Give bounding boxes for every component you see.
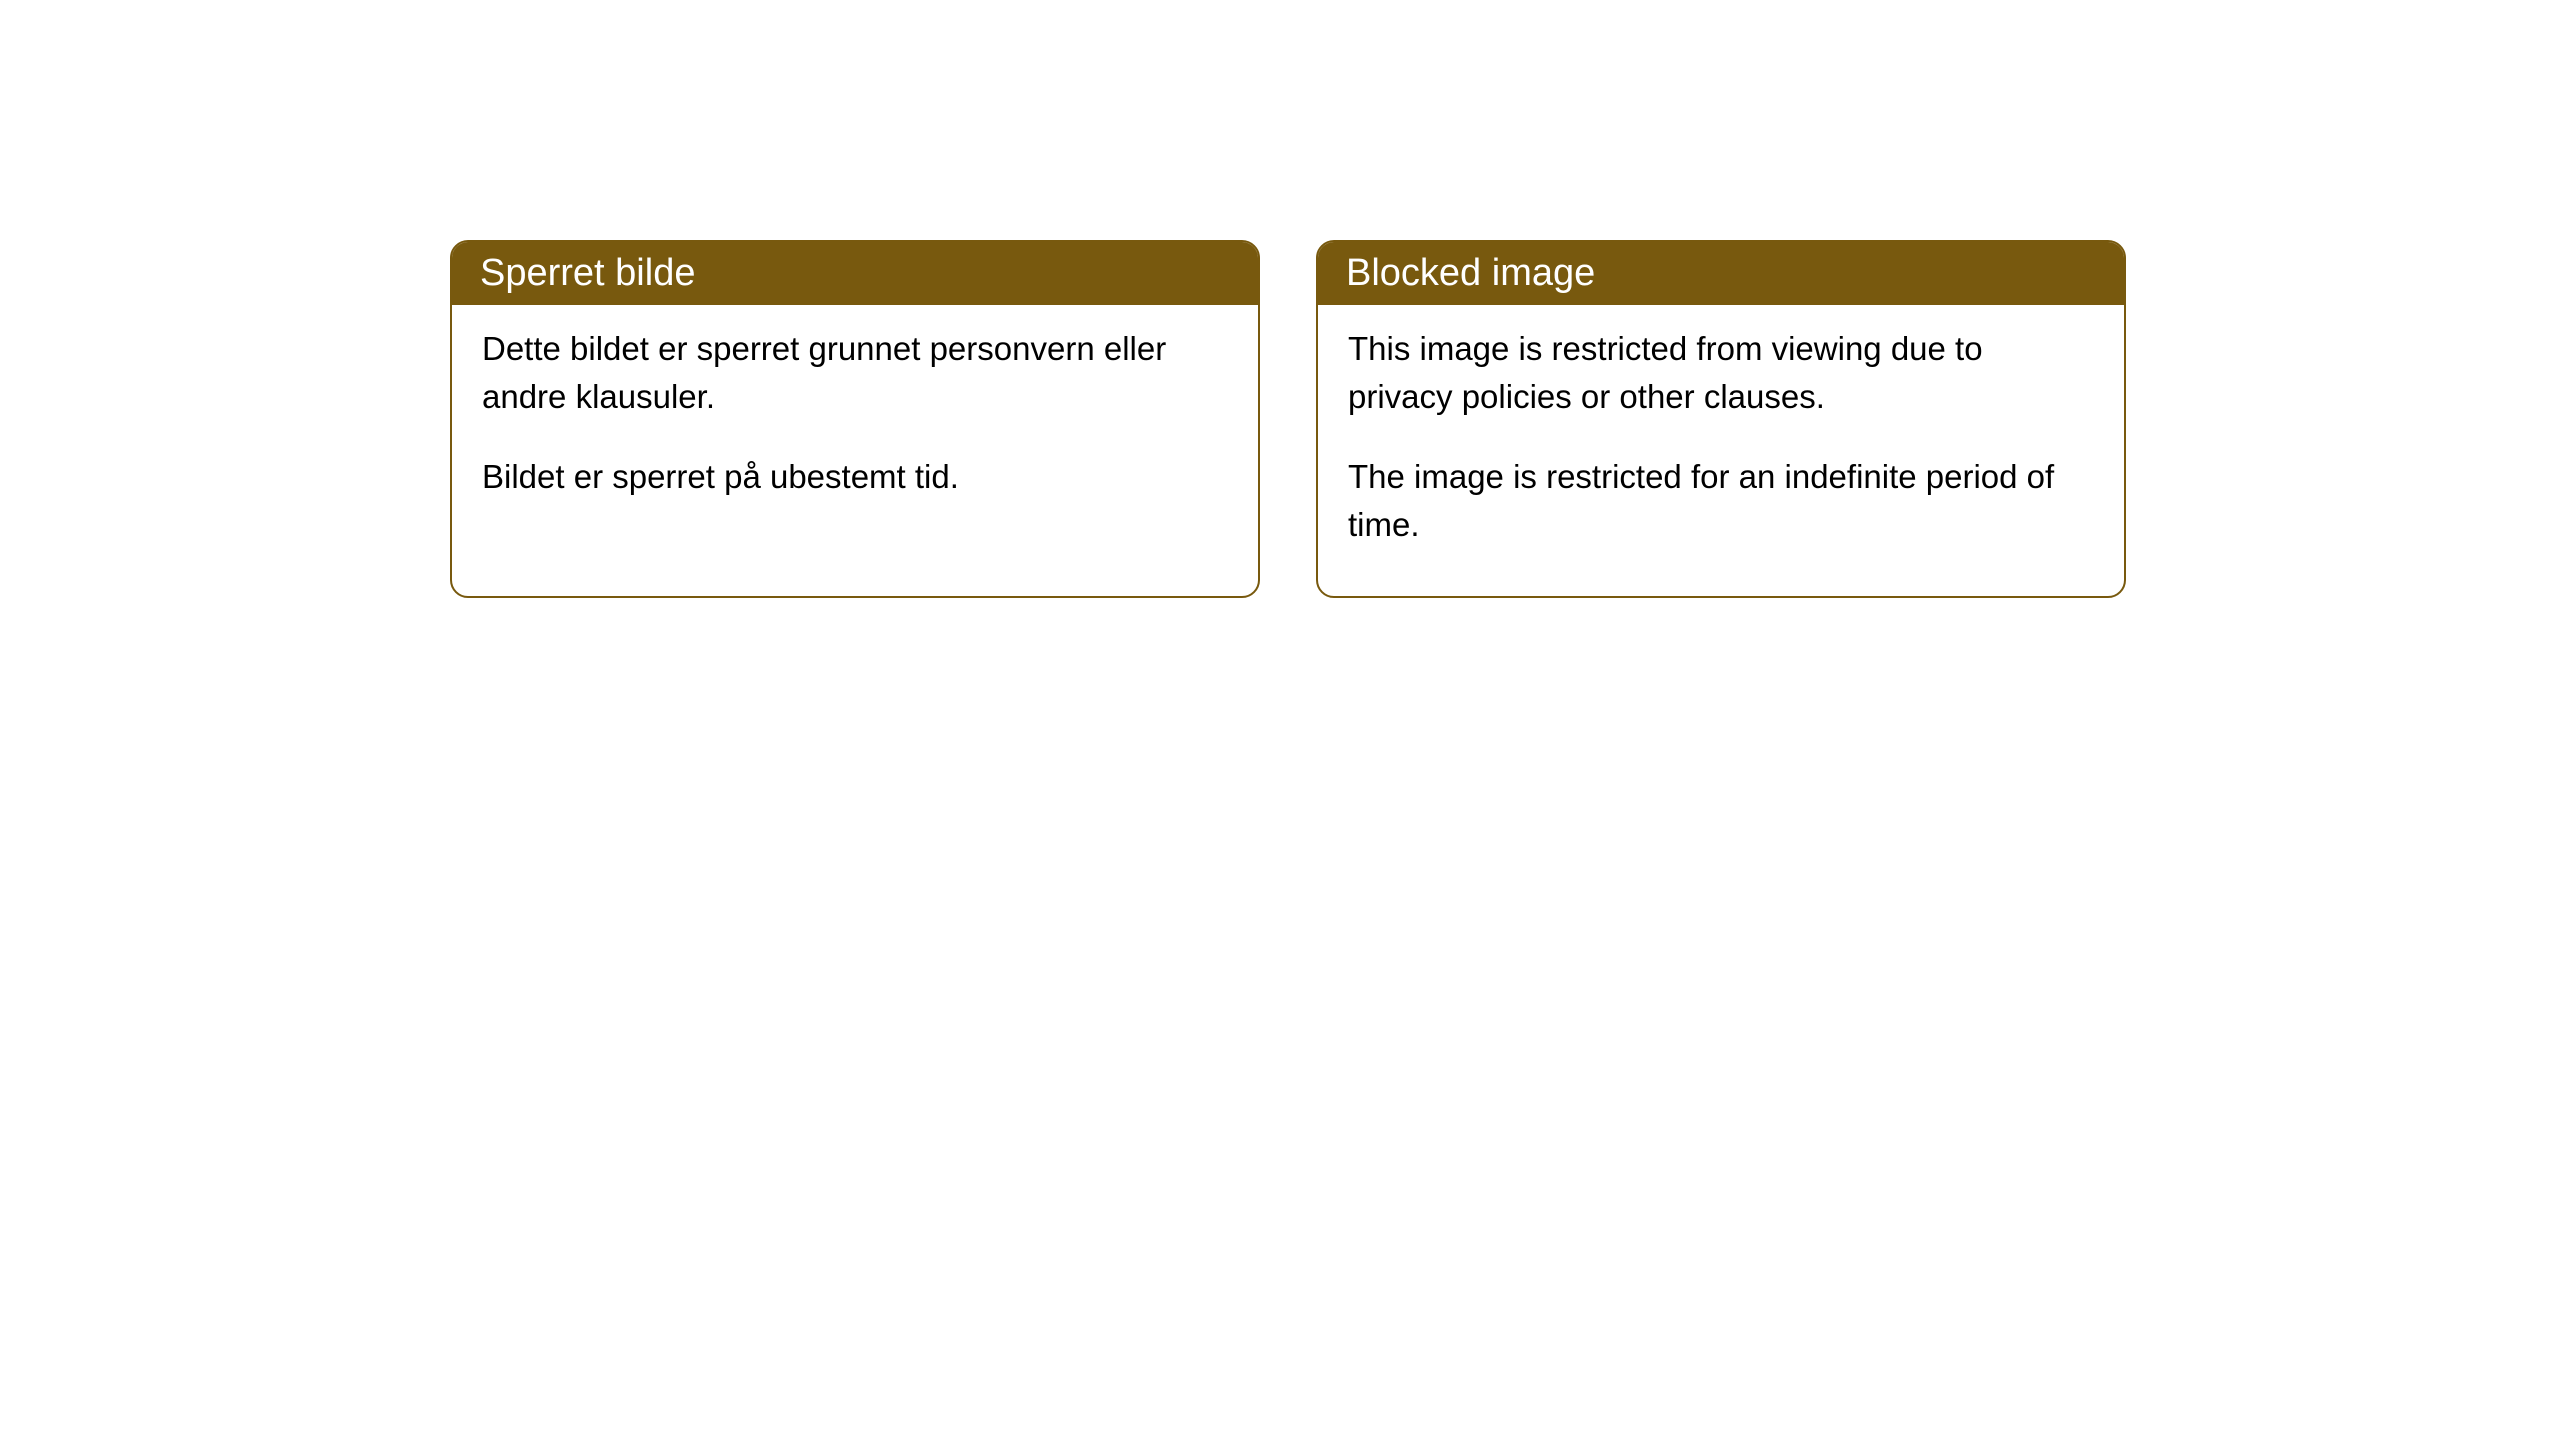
notice-header: Blocked image: [1318, 242, 2124, 305]
notice-paragraph: The image is restricted for an indefinit…: [1348, 453, 2094, 549]
notice-card-english: Blocked image This image is restricted f…: [1316, 240, 2126, 598]
notice-paragraph: Bildet er sperret på ubestemt tid.: [482, 453, 1228, 501]
notice-paragraph: Dette bildet er sperret grunnet personve…: [482, 325, 1228, 421]
notice-body: This image is restricted from viewing du…: [1318, 305, 2124, 596]
notice-card-norwegian: Sperret bilde Dette bildet er sperret gr…: [450, 240, 1260, 598]
notice-body: Dette bildet er sperret grunnet personve…: [452, 305, 1258, 549]
notice-container: Sperret bilde Dette bildet er sperret gr…: [450, 240, 2126, 598]
notice-header: Sperret bilde: [452, 242, 1258, 305]
notice-paragraph: This image is restricted from viewing du…: [1348, 325, 2094, 421]
